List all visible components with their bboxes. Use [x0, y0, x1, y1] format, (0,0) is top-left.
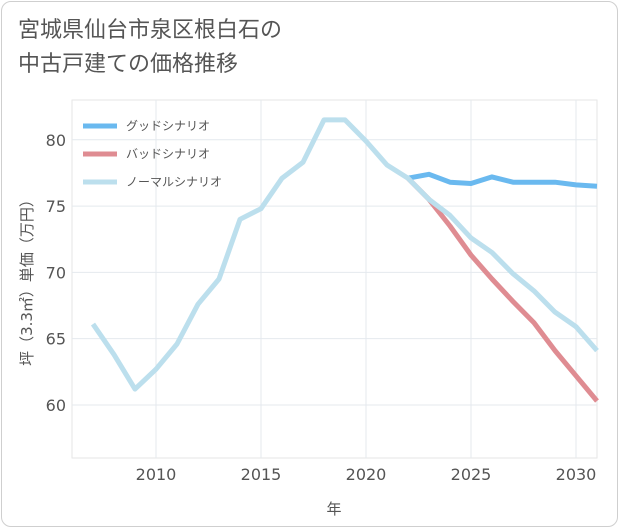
series-line-2	[90, 117, 599, 392]
y-tick-label: 60	[46, 396, 66, 415]
x-axis-label: 年	[326, 500, 341, 518]
y-tick-label: 65	[46, 330, 66, 349]
x-tick-label: 2020	[346, 465, 387, 484]
chart-title-line-2: 中古戸建ての価格推移	[18, 52, 239, 77]
x-tick-label: 2030	[556, 465, 597, 484]
y-axis-label: 坪（3.3㎡）単価（万円）	[18, 192, 36, 366]
chart-title-line-1: 宮城県仙台市泉区根白石の	[18, 18, 283, 43]
y-axis-ticks: 60 65 70 75 80	[46, 131, 66, 415]
plot-area	[71, 99, 598, 459]
legend-label: バッドシナリオ	[126, 147, 210, 161]
series-lines	[90, 117, 599, 403]
legend-label: ノーマルシナリオ	[126, 175, 222, 189]
x-axis-ticks: 2010 2015 2020 2025 2030	[136, 465, 597, 484]
y-tick-label: 80	[46, 131, 66, 150]
legend-label: グッドシナリオ	[126, 119, 210, 133]
x-tick-label: 2015	[241, 465, 282, 484]
y-tick-label: 70	[46, 263, 66, 282]
x-tick-label: 2025	[451, 465, 492, 484]
x-tick-label: 2010	[136, 465, 177, 484]
series-line-0	[407, 171, 598, 189]
y-tick-label: 75	[46, 197, 66, 216]
chart-title: 宮城県仙台市泉区根白石の 中古戸建ての価格推移	[18, 14, 282, 82]
series-line-1	[406, 176, 599, 403]
